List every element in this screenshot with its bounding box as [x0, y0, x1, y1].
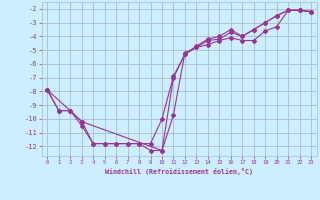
X-axis label: Windchill (Refroidissement éolien,°C): Windchill (Refroidissement éolien,°C): [105, 168, 253, 175]
